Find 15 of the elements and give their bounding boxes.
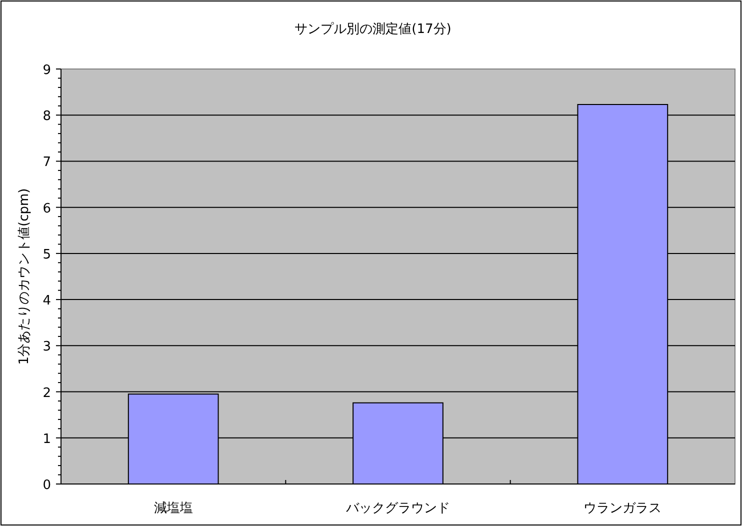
- y-tick-label: 1: [42, 432, 51, 447]
- y-tick-label: 2: [42, 386, 51, 401]
- y-tick-label: 4: [42, 294, 51, 309]
- y-axis-title: 1分あたりのカウント値(cpm): [17, 188, 32, 365]
- y-tick-label: 3: [42, 340, 51, 355]
- x-tick-label: 減塩塩: [154, 501, 193, 516]
- y-tick-label: 7: [42, 155, 51, 170]
- y-tick-label: 9: [42, 63, 51, 78]
- x-tick-label: バックグラウンド: [345, 501, 450, 516]
- y-tick-label: 6: [42, 201, 51, 216]
- y-tick-label: 5: [42, 247, 51, 262]
- chart-title: サンプル別の測定値(17分): [294, 22, 452, 37]
- y-tick-label: 0: [42, 478, 51, 493]
- x-tick-label: ウランガラス: [584, 501, 662, 516]
- y-tick-label: 8: [42, 109, 51, 124]
